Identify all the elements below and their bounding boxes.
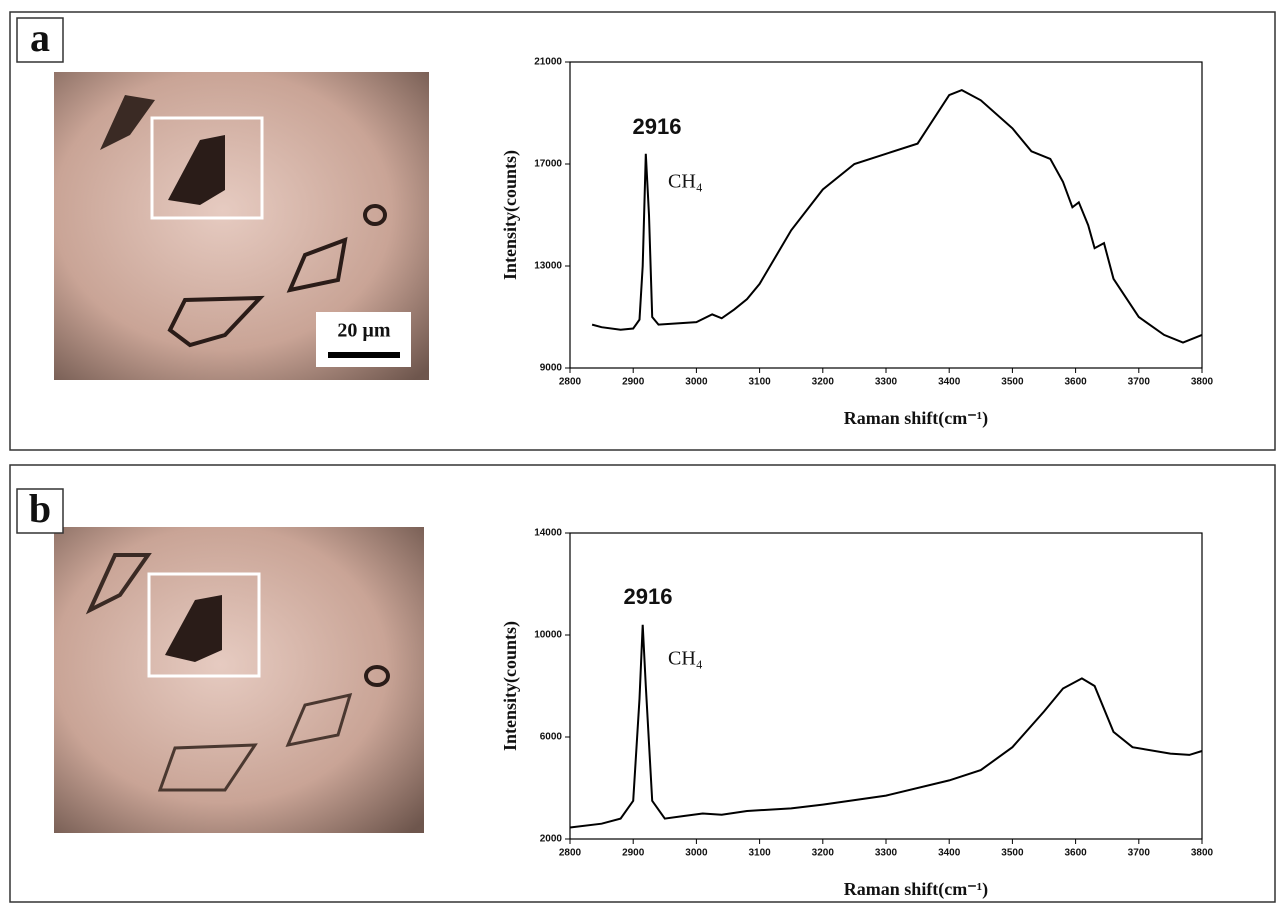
y-tick-label: 17000 [534,159,562,170]
x-tick-label: 3100 [748,377,771,388]
spectrum-line [591,88,1203,344]
y-tick-label: 9000 [540,363,563,374]
x-tick-label: 3100 [748,848,771,859]
y-tick-label: 10000 [534,630,562,641]
x-tick-label: 3800 [1191,377,1214,388]
panel-label: a [30,15,50,60]
x-tick-label: 3200 [812,377,835,388]
x-tick-label: 3400 [938,848,961,859]
y-axis-label: Intensity(counts) [500,621,521,751]
species-label: CH₄ [668,648,703,670]
x-tick-label: 3600 [1064,848,1087,859]
y-tick-label: 6000 [540,732,563,743]
panel-label-box [16,488,64,534]
y-tick-label: 21000 [534,57,562,68]
x-tick-label: 3200 [812,848,835,859]
x-tick-label: 3000 [685,848,708,859]
y-tick-label: 13000 [534,261,562,272]
x-tick-label: 3500 [1001,377,1024,388]
x-tick-label: 2900 [622,377,645,388]
species-label: CH₄ [668,171,703,193]
panel-frame [9,11,1276,451]
x-axis-label: Raman shift(cm⁻¹) [844,408,988,429]
x-tick-label: 3800 [1191,848,1214,859]
spectrum-line [569,624,1203,829]
scale-bar-label: 20 µm [337,320,391,342]
x-tick-label: 2900 [622,848,645,859]
x-tick-label: 3500 [1001,848,1024,859]
peak-label: 2916 [624,584,673,609]
x-tick-label: 3300 [875,377,898,388]
micrograph: 20 µm [54,72,429,380]
peak-label: 2916 [633,114,682,139]
plot-frame [569,61,1203,369]
x-axis-label: Raman shift(cm⁻¹) [844,879,988,900]
x-tick-label: 3000 [685,377,708,388]
y-tick-label: 2000 [540,834,563,845]
x-tick-label: 3600 [1064,377,1087,388]
x-tick-label: 2800 [559,377,582,388]
x-tick-label: 3700 [1128,377,1151,388]
y-tick-label: 14000 [534,528,562,539]
micrograph [54,527,424,833]
x-tick-label: 3700 [1128,848,1151,859]
plot-frame [569,532,1203,840]
x-tick-label: 2800 [559,848,582,859]
x-tick-label: 3300 [875,848,898,859]
y-axis-label: Intensity(counts) [500,150,521,280]
panel-frame [9,464,1276,903]
x-tick-label: 3400 [938,377,961,388]
panel-label: b [29,486,51,531]
panel-label-box [16,17,64,63]
